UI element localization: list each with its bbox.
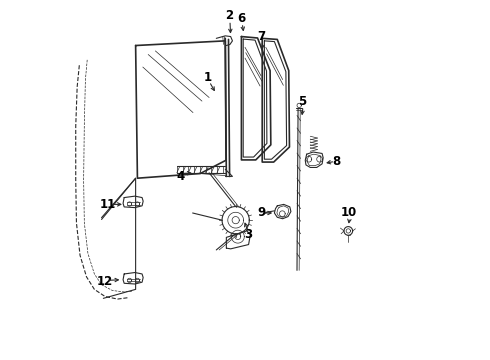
Text: 1: 1 bbox=[203, 71, 211, 84]
Text: 4: 4 bbox=[176, 170, 185, 183]
Text: 9: 9 bbox=[257, 207, 265, 220]
Text: 2: 2 bbox=[225, 9, 233, 22]
Text: 12: 12 bbox=[97, 275, 113, 288]
Text: 11: 11 bbox=[100, 198, 116, 211]
Text: 8: 8 bbox=[332, 155, 341, 168]
Text: 7: 7 bbox=[257, 30, 265, 43]
Text: 3: 3 bbox=[245, 228, 253, 241]
Text: 6: 6 bbox=[237, 12, 245, 25]
Text: 10: 10 bbox=[341, 207, 357, 220]
Text: 5: 5 bbox=[298, 95, 307, 108]
